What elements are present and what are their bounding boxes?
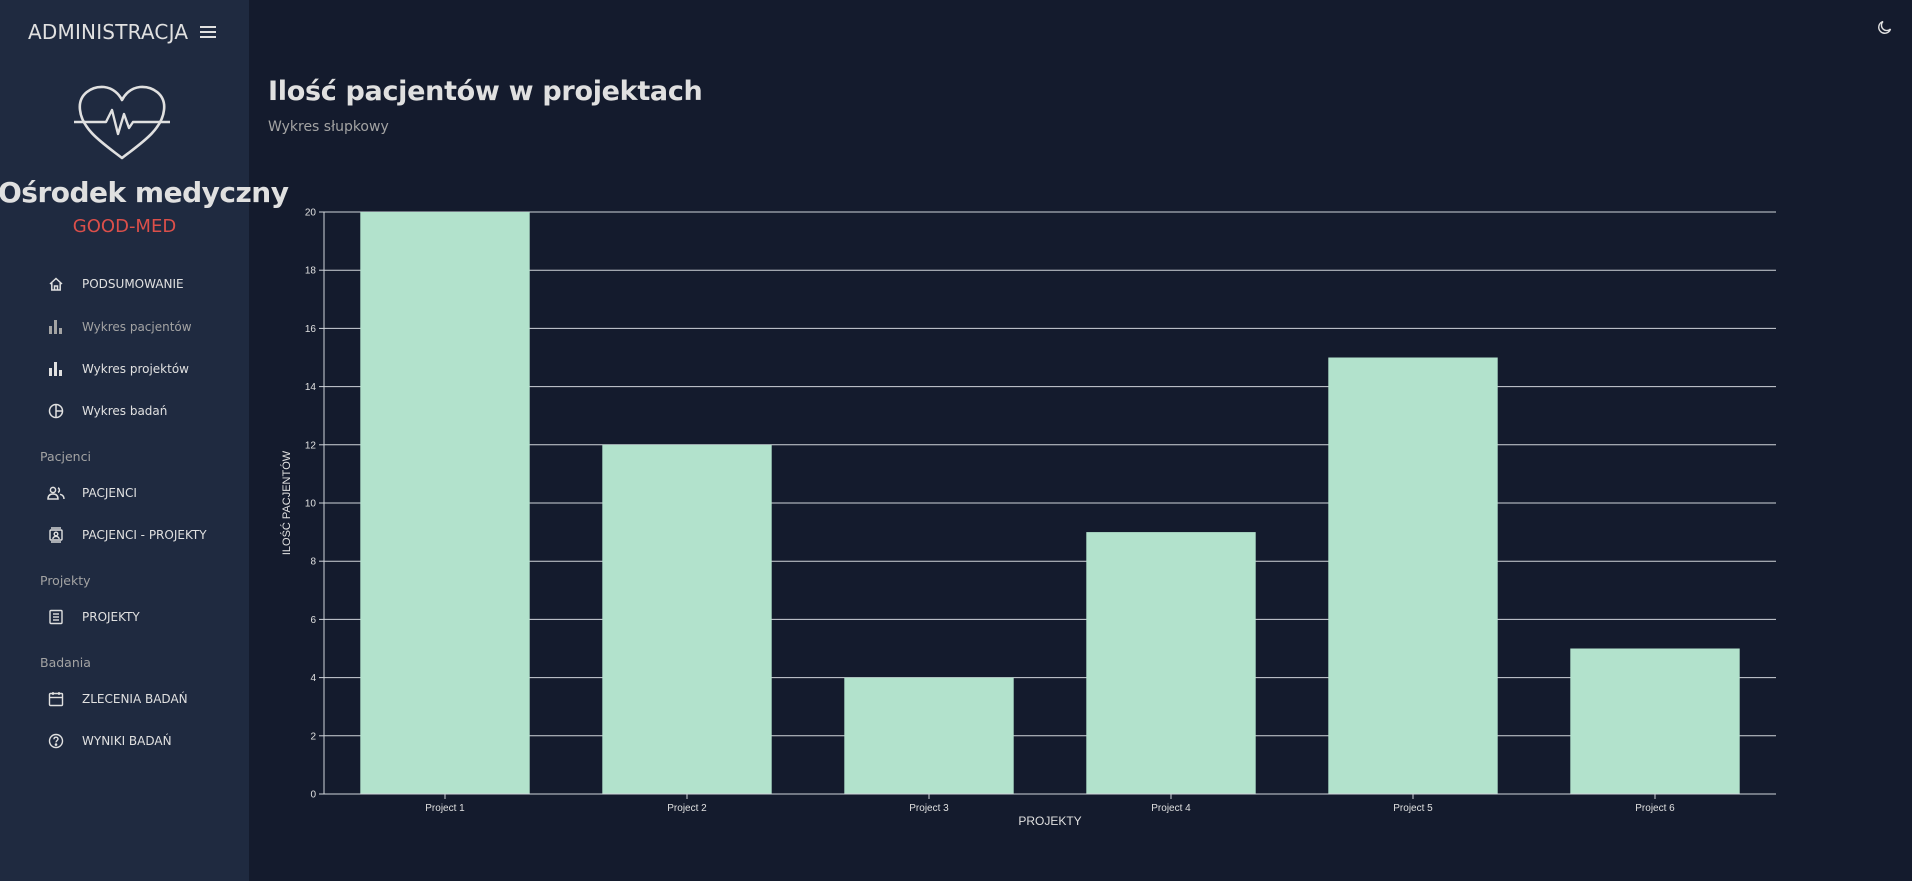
y-tick-label: 18 <box>305 266 317 277</box>
org-name: Ośrodek medyczny <box>0 176 289 209</box>
y-tick-label: 8 <box>310 557 316 568</box>
sidebar-item-podsumowanie[interactable]: PODSUMOWANIE <box>46 270 184 298</box>
dark-mode-toggle-button[interactable] <box>1874 16 1896 38</box>
sidebar-item-label: ZLECENIA BADAŃ <box>82 692 188 706</box>
x-tick-label: Project 3 <box>909 803 949 814</box>
x-tick-label: Project 4 <box>1151 803 1191 814</box>
sidebar-item-wykres-badan[interactable]: Wykres badań <box>46 397 167 425</box>
menu-icon[interactable] <box>198 22 218 42</box>
x-tick-label: Project 6 <box>1635 803 1675 814</box>
sidebar: ADMINISTRACJA Ośrodek medyczny GOOD-MED … <box>0 0 289 881</box>
sidebar-item-wykres-projektow[interactable]: Wykres projektów <box>46 355 189 383</box>
sidebar-title: ADMINISTRACJA <box>28 20 189 44</box>
pie-chart-icon <box>46 401 66 421</box>
page-subtitle: Wykres słupkowy <box>268 119 389 135</box>
x-axis-title: PROJEKTY <box>1018 814 1081 828</box>
y-axis-title: ILOŚĆ PACJENTÓW <box>280 450 293 555</box>
y-tick-label: 20 <box>305 208 317 219</box>
sidebar-item-pacjenci[interactable]: PACJENCI <box>46 479 137 507</box>
bar <box>1570 648 1740 794</box>
y-tick-label: 2 <box>310 731 316 742</box>
sidebar-item-wyniki-badan[interactable]: WYNIKI BADAŃ <box>46 727 172 755</box>
bar <box>1086 532 1256 794</box>
sidebar-item-pacjenci-projekty[interactable]: PACJENCI - PROJEKTY <box>46 521 207 549</box>
calendar-icon <box>46 689 66 709</box>
sidebar-item-label: PACJENCI <box>82 486 137 500</box>
y-tick-label: 12 <box>305 440 317 451</box>
x-tick-label: Project 5 <box>1393 803 1433 814</box>
y-tick-label: 0 <box>310 790 316 801</box>
home-icon <box>46 274 66 294</box>
bar-chart-icon <box>46 359 66 379</box>
x-tick-label: Project 1 <box>425 803 465 814</box>
sidebar-header: ADMINISTRACJA <box>28 20 218 44</box>
bar <box>360 212 530 794</box>
bar-chart: 0 2 4 6 8 10 12 14 16 18 20 Project 1 Project 2 Proje… <box>280 208 1776 828</box>
bar-chart-icon <box>46 317 66 337</box>
y-tick-label: 4 <box>310 673 316 684</box>
page-title: Ilość pacjentów w projektach <box>268 76 703 107</box>
sidebar-item-label: Wykres pacjentów <box>82 320 192 334</box>
sidebar-item-projekty[interactable]: PROJEKTY <box>46 603 140 631</box>
sidebar-item-label: PROJEKTY <box>82 610 140 624</box>
sidebar-item-label: WYNIKI BADAŃ <box>82 734 172 748</box>
sidebar-item-label: PACJENCI - PROJEKTY <box>82 528 207 542</box>
sidebar-item-label: PODSUMOWANIE <box>82 277 184 291</box>
people-icon <box>46 483 66 503</box>
heart-pulse-logo-icon <box>72 84 172 160</box>
y-tick-label: 10 <box>305 499 317 510</box>
org-subtitle: GOOD-MED <box>72 216 177 237</box>
y-tick-label: 6 <box>310 615 316 626</box>
bar <box>602 444 772 794</box>
section-label-projekty: Projekty <box>40 573 91 588</box>
sidebar-item-label: Wykres projektów <box>82 362 189 376</box>
x-tick-label: Project 2 <box>667 803 707 814</box>
sidebar-item-wykres-pacjentow[interactable]: Wykres pacjentów <box>46 313 192 341</box>
y-tick-label: 14 <box>305 382 317 393</box>
section-label-badania: Badania <box>40 655 91 670</box>
receipt-icon <box>46 607 66 627</box>
sidebar-item-zlecenia-badan[interactable]: ZLECENIA BADAŃ <box>46 685 188 713</box>
bar <box>844 677 1014 794</box>
bar <box>1328 357 1498 794</box>
contact-page-icon <box>46 525 66 545</box>
y-tick-label: 16 <box>305 324 317 335</box>
sidebar-item-label: Wykres badań <box>82 404 168 418</box>
section-label-pacjenci: Pacjenci <box>40 449 91 464</box>
help-circle-icon <box>46 731 66 751</box>
moon-icon <box>1878 20 1892 34</box>
